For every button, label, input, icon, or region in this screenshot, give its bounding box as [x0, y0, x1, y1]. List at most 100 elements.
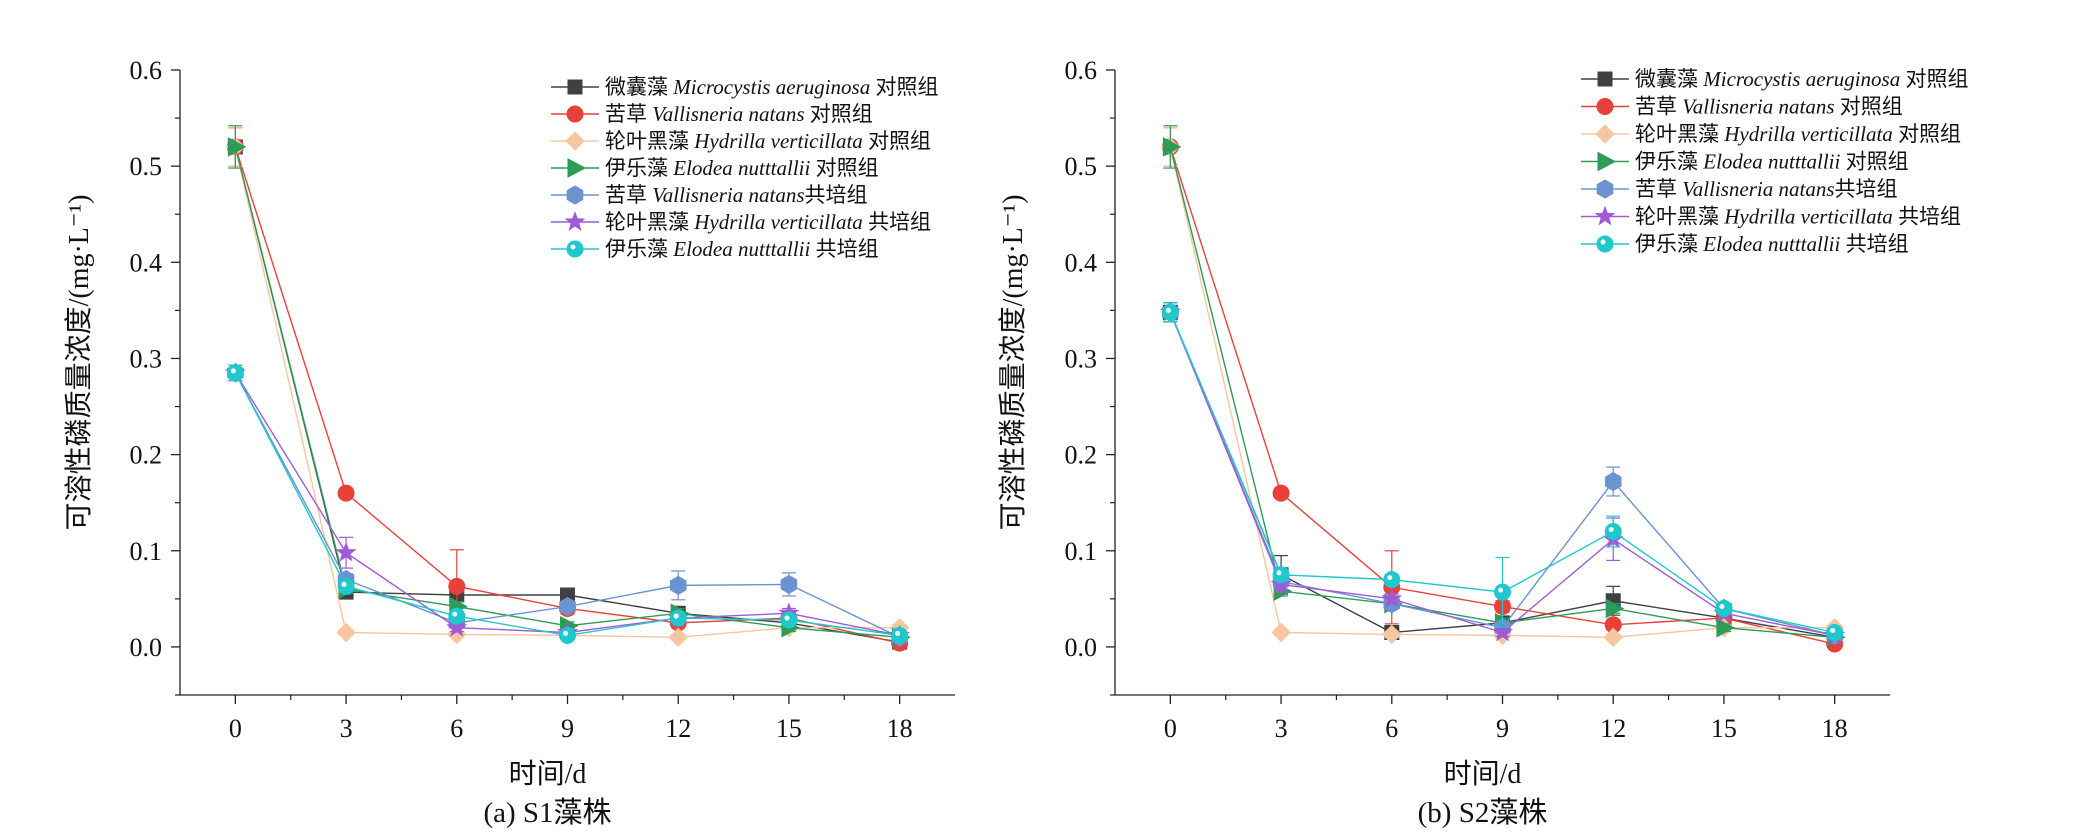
legend-label-latin: Vallisneria natans	[1682, 177, 1834, 201]
data-point	[336, 622, 356, 643]
legend-item: 苦草 Vallisneria natans 对照组	[1581, 95, 1903, 119]
data-point-highlight	[341, 581, 347, 587]
legend-item: 伊乐藻 Elodea nutttallii 共培组	[551, 237, 879, 261]
y-tick-label: 0.6	[1065, 56, 1098, 85]
legend-label-cn: 苦草	[1635, 95, 1682, 119]
x-tick-label: 12	[665, 714, 691, 743]
legend-label-latin: Hydrilla verticillata	[1723, 205, 1893, 229]
data-point	[1604, 471, 1622, 492]
data-point	[1383, 571, 1401, 589]
data-point	[559, 596, 576, 617]
legend-label-latin: Elodea nutttallii	[672, 237, 810, 261]
data-point	[1162, 137, 1182, 157]
x-tick-label: 9	[561, 714, 574, 743]
legend-label: 微囊藻 Microcystis aeruginosa 对照组	[1635, 67, 1968, 91]
legend-item: 微囊藻 Microcystis aeruginosa 对照组	[551, 75, 938, 99]
legend-marker	[1595, 124, 1615, 144]
data-point-highlight	[230, 368, 236, 374]
legend-label-latin: Hydrilla verticillata	[693, 210, 863, 234]
legend-label-suffix: 对照组	[863, 129, 931, 153]
legend-label: 伊乐藻 Elodea nutttallii 对照组	[605, 156, 879, 180]
legend-label: 轮叶黑藻 Hydrilla verticillata 对照组	[605, 129, 931, 153]
legend-label-cn: 轮叶黑藻	[605, 210, 694, 234]
data-point	[1603, 627, 1623, 648]
legend-label-latin: Vallisneria natans	[652, 102, 804, 126]
legend-item: 伊乐藻 Elodea nutttallii 共培组	[1581, 232, 1909, 256]
legend-item: 苦草 Vallisneria natans共培组	[1581, 177, 1898, 201]
legend-label-latin: Hydrilla verticillata	[1723, 122, 1893, 146]
legend-marker	[1597, 151, 1617, 172]
legend-label: 伊乐藻 Elodea nutttallii 共培组	[605, 237, 879, 261]
legend-label-latin: Vallisneria natans	[652, 183, 804, 207]
x-tick-label: 15	[1711, 714, 1737, 743]
data-point	[226, 364, 244, 382]
data-point	[446, 616, 468, 637]
chart-panel-a: 0.0 0.1 0.2 0.3 0.4 0.5 0.6 0 3 6 9 12 15 18 时间/d 可溶性磷质…	[63, 56, 955, 829]
panel-caption: (b) S2藻株	[1418, 796, 1548, 829]
y-axis-label: 可溶性磷质量浓度/(mg·L⁻¹)	[63, 195, 95, 531]
y-tick-label: 0.0	[130, 633, 163, 662]
legend-label-suffix: 对照组	[805, 102, 873, 126]
legend-label-cn: 微囊藻	[1635, 67, 1703, 91]
data-point	[1272, 484, 1290, 502]
legend-marker	[567, 79, 583, 95]
legend-label-latin: Microcystis aeruginosa	[672, 75, 870, 99]
y-tick-label: 0.3	[130, 344, 163, 373]
data-point-highlight	[784, 615, 790, 621]
x-tick-label: 12	[1600, 714, 1626, 743]
data-point	[891, 626, 909, 644]
legend-label: 轮叶黑藻 Hydrilla verticillata 共培组	[1635, 205, 1961, 229]
data-point	[1381, 587, 1403, 608]
legend-item: 苦草 Vallisneria natans 对照组	[551, 102, 873, 126]
y-tick-label: 0.0	[1065, 633, 1098, 662]
data-point	[1161, 303, 1179, 321]
legend-item: 伊乐藻 Elodea nutttallii 对照组	[551, 156, 879, 180]
data-point	[1494, 583, 1511, 601]
legend-label-cn: 伊乐藻	[1635, 232, 1703, 256]
data-point	[1605, 598, 1625, 619]
data-point-highlight	[1830, 628, 1836, 633]
x-tick-label: 6	[450, 714, 463, 743]
legend-item: 轮叶黑藻 Hydrilla verticillata 对照组	[551, 129, 931, 153]
data-point	[337, 484, 355, 502]
legend-marker	[567, 158, 587, 178]
legend-marker	[566, 105, 584, 123]
legend-label: 伊乐藻 Elodea nutttallii 共培组	[1635, 232, 1909, 256]
legend-marker	[1594, 205, 1616, 226]
legend-marker	[1596, 179, 1614, 199]
y-tick-label: 0.1	[1065, 537, 1098, 566]
legend-label-suffix: 对照组	[1893, 122, 1961, 146]
legend-label-latin: Elodea nutttallii	[1702, 150, 1840, 174]
data-point	[669, 575, 687, 595]
data-point-highlight	[1165, 307, 1171, 313]
y-tick-label: 0.1	[130, 537, 163, 566]
x-tick-label: 18	[1822, 714, 1848, 743]
data-point	[780, 574, 798, 595]
legend-marker	[1597, 71, 1613, 87]
legend-label-cn: 伊乐藻	[605, 237, 673, 261]
x-tick-label: 3	[1275, 714, 1288, 743]
data-point	[1382, 624, 1402, 645]
legend-label-suffix: 对照组	[1900, 67, 1968, 91]
legend-marker-highlight	[570, 244, 576, 250]
legend-item: 轮叶黑藻 Hydrilla verticillata 共培组	[1581, 205, 1961, 229]
legend-label: 伊乐藻 Elodea nutttallii 对照组	[1635, 150, 1909, 174]
data-point-highlight	[895, 630, 901, 636]
legend-marker-highlight	[1600, 239, 1606, 245]
y-axis-label: 可溶性磷质量浓度/(mg·L⁻¹)	[997, 195, 1029, 531]
legend-label-suffix: 对照组	[870, 75, 938, 99]
legend-label-latin: Vallisneria natans	[1682, 95, 1834, 119]
data-point-highlight	[1387, 575, 1393, 581]
x-tick-label: 3	[340, 714, 353, 743]
x-tick-label: 18	[887, 714, 913, 743]
data-point-highlight	[1498, 587, 1503, 593]
series-4	[227, 363, 908, 647]
legend-label-cn: 苦草	[605, 102, 652, 126]
data-point-highlight	[563, 630, 568, 636]
legend-label-cn: 轮叶黑藻	[605, 129, 694, 153]
y-tick-label: 0.3	[1065, 344, 1098, 373]
y-tick-label: 0.2	[1065, 441, 1098, 470]
legend-item: 微囊藻 Microcystis aeruginosa 对照组	[1581, 67, 1968, 91]
data-point	[1271, 622, 1291, 643]
